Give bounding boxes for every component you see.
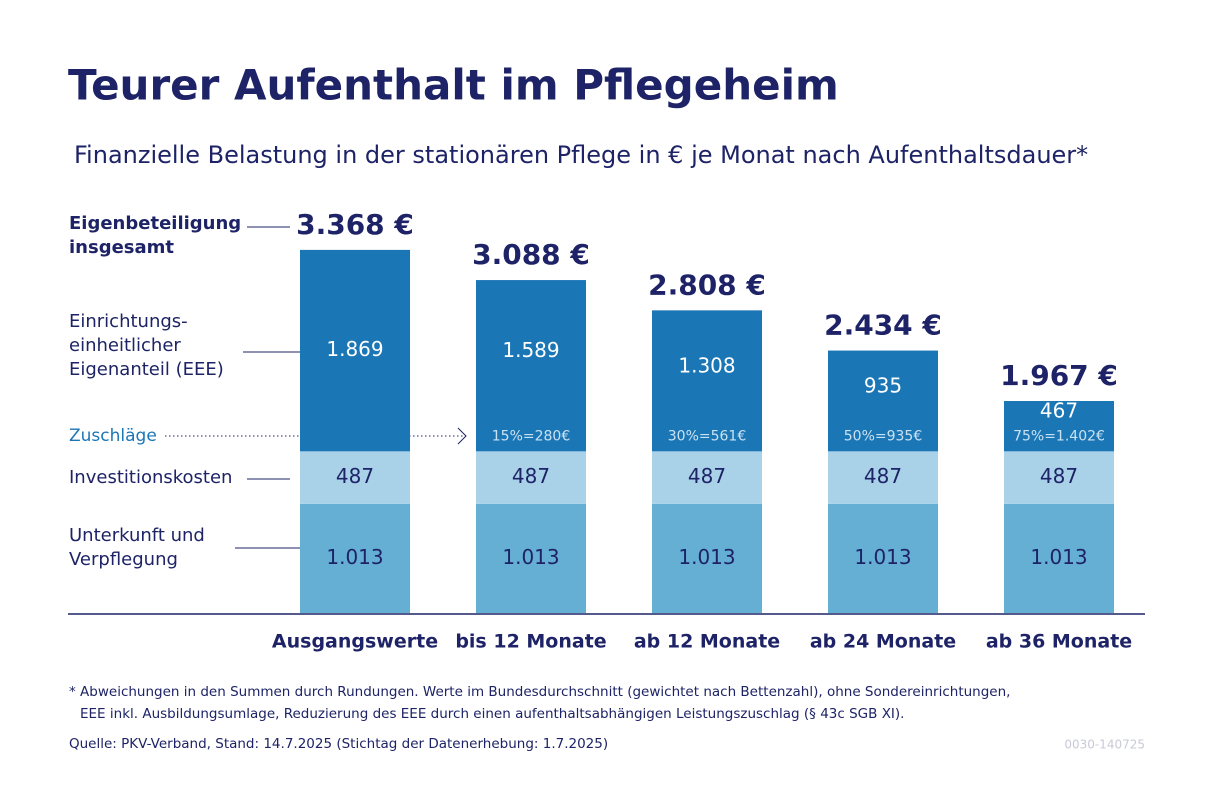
bar-segment [476, 451, 586, 504]
bar-segment [476, 280, 586, 452]
value-label: 1.013 [502, 545, 559, 569]
legend-entry: Unterkunft und Verpflegung [69, 525, 205, 570]
value-label: 487 [1040, 464, 1078, 488]
bar-segment [652, 310, 762, 452]
bar-segment [652, 503, 762, 613]
bar-segment [652, 451, 762, 504]
value-label: 487 [512, 464, 550, 488]
bar-segment [1004, 503, 1114, 613]
value-label: 1.013 [326, 545, 383, 569]
footnote: EEE inkl. Ausbildungsumlage, Reduzierung… [80, 706, 905, 722]
bar-segment [300, 451, 410, 504]
bar-segment [828, 503, 938, 613]
legend-entry: Investitionskosten [69, 467, 233, 488]
legend-surcharge: Zuschläge [69, 426, 157, 446]
x-tick-label: Ausgangswerte [272, 631, 438, 653]
surcharge-label: 30%=561€ [668, 428, 746, 444]
chart-title: Teurer Aufenthalt im Pflegeheim [68, 61, 839, 110]
surcharge-label: 75%=1.402€ [1013, 428, 1105, 444]
value-label: 935 [864, 373, 902, 397]
value-label: 1.589 [502, 338, 559, 362]
value-label: 1.013 [1030, 545, 1087, 569]
total-label: 3.088 € [472, 238, 590, 271]
legend-total: Eigenbeteiligung insgesamt [69, 213, 242, 258]
legend-entry: Einrichtungs-einheitlicher Eigenanteil (… [69, 311, 224, 380]
bar-segment [1004, 400, 1114, 452]
x-tick-label: ab 24 Monate [810, 631, 956, 653]
value-label: 467 [1040, 399, 1078, 423]
value-label: 487 [864, 464, 902, 488]
total-label: 1.967 € [1000, 359, 1118, 392]
x-tick-label: bis 12 Monate [455, 631, 606, 653]
x-tick-label: ab 12 Monate [634, 631, 780, 653]
arrow-head [457, 427, 467, 445]
value-label: 487 [688, 464, 726, 488]
bar-segment [1004, 451, 1114, 504]
value-label: 1.308 [678, 353, 735, 377]
total-label: 3.368 € [296, 208, 414, 241]
value-label: 1.013 [854, 545, 911, 569]
value-label: 1.869 [326, 337, 383, 361]
source: Quelle: PKV-Verband, Stand: 14.7.2025 (S… [69, 736, 609, 752]
bar-segment [476, 503, 586, 613]
surcharge-label: 50%=935€ [844, 428, 922, 444]
bar-segment [300, 503, 410, 613]
x-tick-label: ab 36 Monate [986, 631, 1132, 653]
value-label: 487 [336, 464, 374, 488]
total-label: 2.808 € [648, 268, 766, 301]
footnote: * Abweichungen in den Summen durch Rundu… [69, 684, 1011, 700]
bar-segment [300, 249, 410, 452]
bar-segment [828, 350, 938, 452]
total-label: 2.434 € [824, 309, 942, 342]
bar-segment [828, 451, 938, 504]
value-label: 1.013 [678, 545, 735, 569]
surcharge-label: 15%=280€ [492, 428, 570, 444]
chart-subtitle: Finanzielle Belastung in der stationären… [74, 141, 1088, 169]
chart-code: 0030-140725 [1064, 738, 1145, 752]
